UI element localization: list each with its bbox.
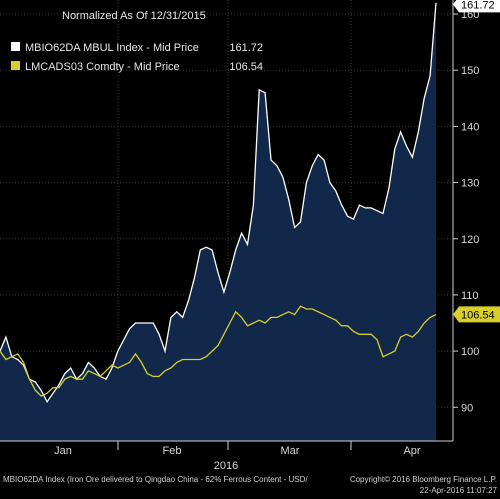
x-tick-label: Mar — [281, 445, 300, 457]
badge-iron-ore-label: 161.72 — [461, 0, 495, 11]
legend-value-iron-ore: 161.72 — [229, 42, 263, 54]
footer-source: MBIO62DA Index (Iron Ore delivered to Qi… — [3, 475, 308, 484]
badge-copper-label: 106.54 — [461, 309, 495, 321]
legend-label-copper: LMCADS03 Comdty - Mid Price — [25, 61, 180, 73]
y-tick-label: 100 — [461, 346, 479, 358]
y-tick-label: 130 — [461, 178, 479, 190]
x-tick-label: Feb — [163, 445, 182, 457]
footer-timestamp: 22-Apr-2016 11:07:27 — [420, 486, 498, 495]
chart-title: Normalized As Of 12/31/2015 — [62, 10, 206, 22]
footer-copyright: Copyright© 2016 Bloomberg Finance L.P. — [350, 475, 497, 484]
y-tick-label: 90 — [461, 402, 473, 414]
legend-swatch-copper — [11, 61, 20, 70]
x-axis-label: 2016 — [214, 460, 238, 472]
y-tick-label: 110 — [461, 290, 479, 302]
x-tick-label: Jan — [54, 445, 72, 457]
legend-label-iron-ore: MBIO62DA MBUL Index - Mid Price — [25, 42, 199, 54]
last-value-badges: 161.72 106.54 — [453, 0, 500, 323]
series-iron-ore-line — [0, 2, 437, 403]
legend: Normalized As Of 12/31/2015 MBIO62DA MBU… — [11, 10, 263, 73]
x-axis-ticks: Jan Feb Mar Apr — [54, 441, 421, 457]
x-tick-label: Apr — [403, 445, 420, 457]
series-iron-ore-area — [0, 2, 436, 442]
badge-iron-ore-box — [453, 0, 500, 13]
y-tick-label: 120 — [461, 234, 479, 246]
footer: MBIO62DA Index (Iron Ore delivered to Qi… — [3, 475, 498, 495]
y-tick-label: 140 — [461, 121, 479, 133]
legend-swatch-iron-ore — [11, 42, 20, 51]
badge-copper: 106.54 — [453, 306, 500, 323]
badge-iron-ore: 161.72 — [453, 0, 500, 13]
y-tick-label: 150 — [461, 65, 479, 77]
legend-value-copper: 106.54 — [229, 61, 263, 73]
badge-copper-box — [453, 306, 500, 323]
series-copper-line — [0, 305, 437, 397]
